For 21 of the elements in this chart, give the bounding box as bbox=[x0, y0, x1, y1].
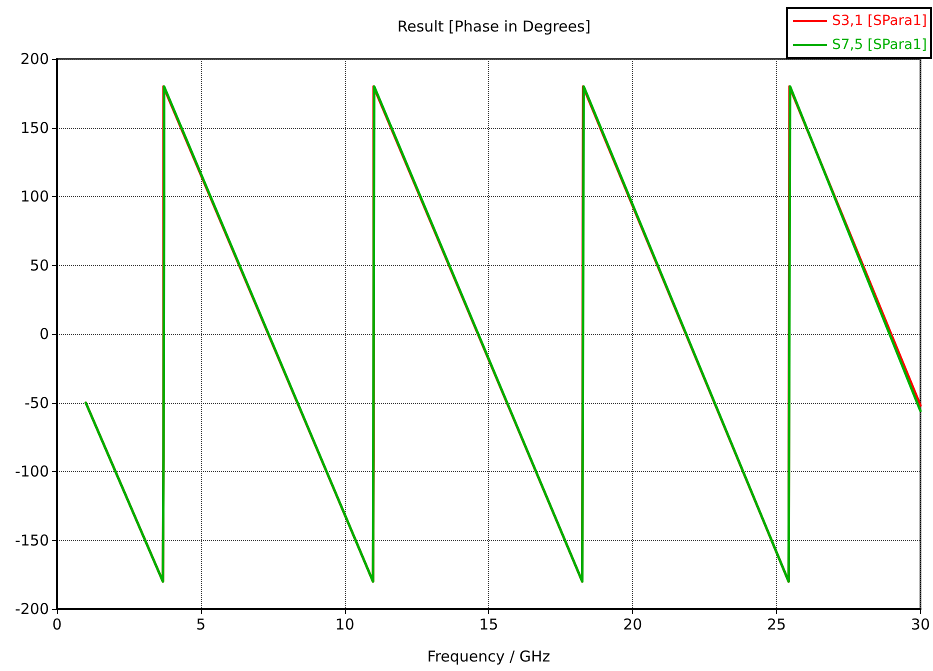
legend-label: S7,5 [SPara1] bbox=[832, 37, 927, 53]
y-tick-label: 0 bbox=[39, 325, 49, 343]
y-tick-label: -200 bbox=[14, 600, 49, 618]
x-tick-label: 25 bbox=[767, 616, 786, 634]
y-tick-label: 200 bbox=[20, 50, 49, 68]
x-tick-label: 0 bbox=[52, 616, 62, 634]
y-tick-label: 150 bbox=[20, 118, 49, 137]
y-tick-label: -150 bbox=[14, 531, 49, 550]
line-series bbox=[84, 85, 922, 583]
x-tick-label: 5 bbox=[196, 616, 206, 634]
x-tick-label: 20 bbox=[623, 616, 642, 634]
x-axis-title: Frequency / GHz bbox=[427, 648, 550, 666]
y-tick-label: 100 bbox=[20, 188, 49, 206]
legend-label: S3,1 [SPara1] bbox=[832, 13, 927, 29]
y-tick-label: -50 bbox=[24, 394, 49, 412]
chart-title: Result [Phase in Degrees] bbox=[397, 18, 591, 36]
x-tick-label: 30 bbox=[910, 616, 930, 634]
x-tick-label: 15 bbox=[479, 616, 498, 634]
y-tick-label: 50 bbox=[30, 256, 49, 274]
x-tick-label: 10 bbox=[335, 616, 354, 634]
y-tick-label: -100 bbox=[14, 462, 49, 480]
